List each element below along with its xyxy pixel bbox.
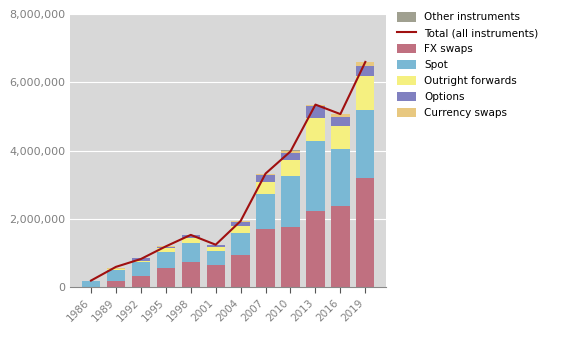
Bar: [331, 206, 349, 287]
Bar: [207, 245, 225, 247]
Bar: [207, 251, 225, 265]
Bar: [157, 248, 175, 252]
Bar: [232, 233, 250, 255]
Bar: [157, 247, 175, 248]
Bar: [356, 110, 374, 178]
Bar: [132, 262, 150, 276]
Bar: [256, 175, 275, 182]
Bar: [256, 174, 275, 175]
Bar: [232, 222, 250, 226]
Bar: [307, 106, 325, 118]
Bar: [107, 269, 125, 270]
Bar: [207, 265, 225, 287]
Bar: [107, 270, 125, 280]
Bar: [132, 276, 150, 287]
Bar: [281, 151, 300, 153]
Bar: [281, 160, 300, 176]
Total (all instruments): [112, 265, 119, 269]
Bar: [331, 149, 349, 206]
Bar: [307, 211, 325, 287]
Total (all instruments): [337, 112, 344, 116]
Bar: [181, 262, 200, 287]
Bar: [181, 243, 200, 262]
Bar: [281, 227, 300, 287]
Bar: [256, 229, 275, 287]
Bar: [256, 194, 275, 229]
Bar: [356, 76, 374, 110]
Total (all instruments): [212, 243, 219, 247]
Legend: Other instruments, Total (all instruments), FX swaps, Spot, Outright forwards, O: Other instruments, Total (all instrument…: [397, 12, 538, 118]
Bar: [307, 118, 325, 141]
Total (all instruments): [237, 219, 244, 223]
Total (all instruments): [287, 149, 294, 154]
Bar: [331, 126, 349, 149]
Bar: [157, 246, 175, 247]
Bar: [157, 252, 175, 268]
Total (all instruments): [312, 103, 319, 107]
Bar: [181, 235, 200, 238]
Bar: [281, 150, 300, 151]
Bar: [331, 114, 349, 117]
Bar: [132, 258, 150, 260]
Bar: [232, 255, 250, 287]
Bar: [331, 117, 349, 126]
Bar: [281, 176, 300, 227]
Total (all instruments): [162, 244, 169, 248]
Line: Total (all instruments): Total (all instruments): [91, 62, 365, 281]
Bar: [107, 280, 125, 287]
Bar: [356, 62, 374, 66]
Total (all instruments): [88, 279, 95, 283]
Bar: [207, 247, 225, 251]
Bar: [307, 105, 325, 106]
Total (all instruments): [137, 257, 144, 261]
Total (all instruments): [262, 172, 269, 176]
Bar: [356, 66, 374, 76]
Bar: [256, 182, 275, 194]
Total (all instruments): [187, 233, 194, 237]
Bar: [82, 281, 100, 287]
Bar: [157, 268, 175, 287]
Bar: [356, 178, 374, 287]
Bar: [232, 226, 250, 233]
Bar: [307, 141, 325, 211]
Bar: [132, 260, 150, 262]
Bar: [181, 238, 200, 243]
Bar: [281, 153, 300, 160]
Total (all instruments): [362, 60, 369, 64]
